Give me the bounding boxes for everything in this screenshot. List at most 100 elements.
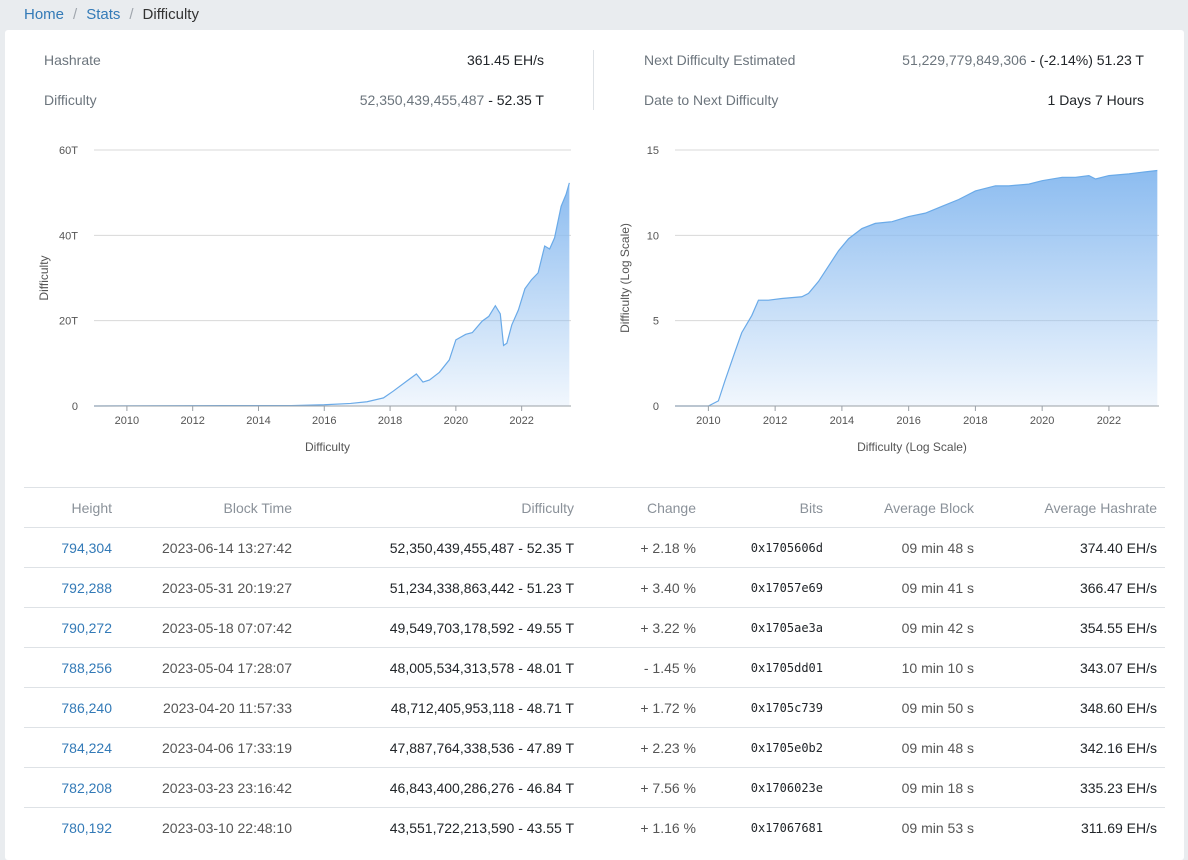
average-hashrate-cell: 366.47 EH/s [982,567,1165,608]
y-tick-label: 60T [59,145,78,157]
column-header-block-time[interactable]: Block Time [120,487,300,528]
x-tick-label: 2018 [378,415,402,427]
block-time-cell: 2023-03-23 23:16:42 [120,767,300,808]
block-height-link[interactable]: 782,208 [61,779,112,796]
column-header-bits[interactable]: Bits [704,487,831,528]
average-block-cell: 09 min 48 s [831,527,982,568]
difficulty-raw: 52,350,439,455,487 [359,92,485,108]
difficulty-card: Hashrate 361.45 EH/s Difficulty 52,350,4… [5,30,1184,860]
bits-value-cell: 0x1705ae3a [704,607,831,648]
x-tick-label: 2012 [180,415,204,427]
y-tick-label: 0 [653,401,659,413]
y-axis-title: Difficulty (Log Scale) [618,223,632,333]
average-hashrate-cell: 348.60 EH/s [982,687,1165,728]
average-hashrate-cell: 335.23 EH/s [982,767,1165,808]
breadcrumb-current: Difficulty [142,5,199,23]
block-height-link-cell: 792,288 [24,567,120,608]
average-block-cell: 09 min 48 s [831,727,982,768]
y-tick-label: 10 [647,230,659,242]
table-row: 788,256 2023-05-04 17:28:07 48,005,534,313… [24,647,1165,688]
bits-value-cell: 0x1706023e [704,767,831,808]
column-header-average-block[interactable]: Average Block [831,487,982,528]
column-header-change[interactable]: Change [582,487,704,528]
block-height-link-cell: 790,272 [24,607,120,648]
table-header-row: Height Block Time Difficulty Change Bits… [24,487,1165,528]
block-time-cell: 2023-03-10 22:48:10 [120,807,300,847]
block-height-link-cell: 780,192 [24,807,120,847]
average-block-cell: 09 min 41 s [831,567,982,608]
x-tick-label: 2016 [896,415,920,427]
x-tick-label: 2020 [444,415,468,427]
average-block-cell: 09 min 42 s [831,607,982,648]
block-height-link[interactable]: 788,256 [61,659,112,676]
bits-value-cell: 0x1705c739 [704,687,831,728]
y-axis-title: Difficulty [37,255,51,300]
average-block-cell: 09 min 53 s [831,807,982,847]
table-row: 790,272 2023-05-18 07:07:42 49,549,703,178… [24,607,1165,648]
column-header-difficulty[interactable]: Difficulty [300,487,582,528]
block-height-link[interactable]: 780,192 [61,819,112,836]
breadcrumb-separator: / [129,5,134,23]
x-tick-label: 2018 [963,415,987,427]
next-difficulty-stat: Next Difficulty Estimated 51,229,779,849… [644,50,1144,70]
next-difficulty-short: 51.23 T [1096,52,1144,68]
block-height-link[interactable]: 790,272 [61,619,112,636]
average-hashrate-cell: 311.69 EH/s [982,807,1165,847]
bits-value-cell: 0x1705e0b2 [704,727,831,768]
date-next-difficulty-value: 1 Days 7 Hours [1047,92,1144,108]
table-row: 794,304 2023-06-14 13:27:42 52,350,439,455… [24,527,1165,568]
block-height-link[interactable]: 792,288 [61,579,112,596]
x-axis-title: Difficulty [305,440,350,454]
difficulty-value-cell: 51,234,338,863,442 - 51.23 T [300,567,582,608]
difficulty-value-cell: 48,712,405,953,118 - 48.71 T [300,687,582,728]
block-height-link-cell: 788,256 [24,647,120,688]
bits-value-cell: 0x17067681 [704,807,831,847]
average-block-cell: 09 min 50 s [831,687,982,728]
block-height-link[interactable]: 786,240 [61,699,112,716]
series-line [675,169,1158,407]
table-row: 784,224 2023-04-06 17:33:19 47,887,764,338… [24,727,1165,768]
change-value-cell: + 1.72 % [582,687,704,728]
x-tick-label: 2010 [696,415,720,427]
column-header-average-hashrate[interactable]: Average Hashrate [982,487,1165,528]
block-time-cell: 2023-04-20 11:57:33 [120,687,300,728]
block-height-link-cell: 782,208 [24,767,120,808]
bits-value-cell: 0x17057e69 [704,567,831,608]
change-value-cell: + 3.40 % [582,567,704,608]
breadcrumb-separator: / [73,5,78,23]
hashrate-label: Hashrate [44,52,101,68]
table-row: 786,240 2023-04-20 11:57:33 48,712,405,953… [24,687,1165,728]
x-tick-label: 2010 [115,415,139,427]
difficulty-chart: 0 20T 40T 60T 2010 2012 2014 2016 2018 2020 2022 Di… [37,145,571,454]
breadcrumb-stats-link[interactable]: Stats [86,5,121,23]
bits-value-cell: 0x1705606d [704,527,831,568]
hashrate-stat: Hashrate 361.45 EH/s [44,50,544,70]
change-value-cell: + 2.18 % [582,527,704,568]
block-time-cell: 2023-04-06 17:33:19 [120,727,300,768]
block-height-link[interactable]: 784,224 [61,739,112,756]
table-row: 792,288 2023-05-31 20:19:27 51,234,338,863… [24,567,1165,608]
next-difficulty-label: Next Difficulty Estimated [644,52,796,68]
difficulty-value-cell: 43,551,722,213,590 - 43.55 T [300,807,582,847]
average-hashrate-cell: 354.55 EH/s [982,607,1165,648]
average-hashrate-cell: 374.40 EH/s [982,527,1165,568]
change-value-cell: + 7.56 % [582,767,704,808]
stats-divider [593,50,594,110]
next-difficulty-change: (-2.14%) [1039,52,1093,68]
x-axis-title: Difficulty (Log Scale) [857,440,967,454]
block-time-cell: 2023-05-31 20:19:27 [120,567,300,608]
change-value-cell: - 1.45 % [582,647,704,688]
difficulty-label: Difficulty [44,92,97,108]
breadcrumb-home-link[interactable]: Home [24,5,65,23]
x-tick-label: 2022 [509,415,533,427]
block-height-link[interactable]: 794,304 [61,539,112,556]
block-time-cell: 2023-05-04 17:28:07 [120,647,300,688]
y-tick-label: 40T [59,230,78,242]
difficulty-table: Height Block Time Difficulty Change Bits… [24,487,1165,847]
difficulty-value-cell: 48,005,534,313,578 - 48.01 T [300,647,582,688]
change-value-cell: + 3.22 % [582,607,704,648]
difficulty-value-cell: 46,843,400,286,276 - 46.84 T [300,767,582,808]
x-tick-label: 2016 [312,415,336,427]
column-header-height[interactable]: Height [24,487,120,528]
y-tick-label: 5 [653,316,659,328]
